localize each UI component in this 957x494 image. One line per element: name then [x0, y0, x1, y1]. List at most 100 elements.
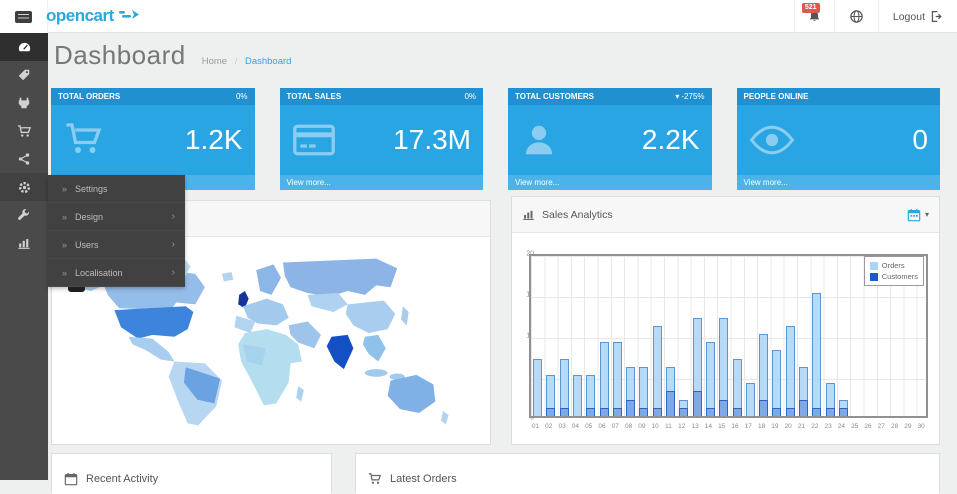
- date-range-button[interactable]: ▾: [907, 208, 929, 222]
- x-tick-label: 03: [558, 423, 566, 430]
- sidebar-item-tools[interactable]: [0, 201, 48, 229]
- tile-total-customers: TOTAL CUSTOMERS ▾ -275% 2.2K View more..…: [508, 88, 712, 190]
- customers-bar: [679, 407, 689, 416]
- submenu-item-users[interactable]: » Users ›: [48, 231, 185, 259]
- calendar-icon: [907, 208, 921, 221]
- caret-down-icon: ▾: [675, 92, 680, 101]
- latest-orders-header: Latest Orders: [356, 454, 939, 494]
- country-brazil: [183, 367, 221, 404]
- orders-bar: [759, 334, 769, 416]
- bar-chart-icon: [18, 239, 30, 249]
- x-tick-label: 17: [744, 423, 752, 430]
- customers-bar: [732, 407, 742, 416]
- x-tick-label: 12: [678, 423, 686, 430]
- notifications-button[interactable]: 521: [793, 0, 834, 33]
- page-heading: Dashboard Home / Dashboard: [54, 40, 291, 71]
- y-tick-label: 0: [530, 414, 534, 422]
- extensions-icon: [18, 97, 30, 109]
- logout-label: Logout: [892, 10, 925, 23]
- orders-bar: [838, 399, 848, 416]
- x-tick-label: 22: [811, 423, 819, 430]
- orders-bar: [572, 375, 582, 416]
- legend-orders: Orders: [869, 260, 918, 271]
- double-chevron-icon: »: [62, 183, 68, 194]
- cart-icon: [17, 124, 31, 137]
- customers-bar: [666, 391, 675, 416]
- view-more-link[interactable]: View more...: [508, 175, 712, 190]
- submenu-item-label: Users: [75, 239, 99, 250]
- customers-bar: [785, 407, 795, 416]
- x-tick-label: 07: [611, 423, 619, 430]
- submenu-item-label: Localisation: [75, 267, 123, 278]
- x-tick-label: 14: [704, 423, 712, 430]
- x-tick-label: 08: [624, 423, 633, 430]
- submenu-item-settings[interactable]: » Settings: [48, 175, 185, 203]
- customers-swatch: [869, 272, 878, 281]
- customers-bar: [546, 407, 556, 416]
- orders-bar: [533, 358, 542, 416]
- logout-button[interactable]: Logout: [877, 0, 957, 33]
- customers-bar: [692, 391, 702, 416]
- country-usa: [114, 306, 194, 339]
- panel-title: Recent Activity: [86, 473, 159, 485]
- tile-title: PEOPLE ONLINE: [743, 92, 809, 101]
- sidebar-item-system[interactable]: [0, 173, 48, 201]
- sidebar-item-marketing[interactable]: [0, 145, 48, 173]
- country-madagascar: [296, 386, 304, 402]
- customers-bar: [626, 399, 636, 416]
- sidebar-item-extensions[interactable]: [0, 89, 48, 117]
- logo-text: opencart: [46, 6, 114, 25]
- orders-bar: [705, 342, 715, 416]
- bar-chart-icon: [523, 210, 534, 220]
- orders-bar: [546, 375, 556, 416]
- tile-title: TOTAL CUSTOMERS: [515, 92, 594, 101]
- double-chevron-icon: »: [62, 211, 68, 222]
- breadcrumb: Home / Dashboard: [202, 56, 292, 67]
- customers-bar: [825, 407, 835, 416]
- orders-bar: [799, 366, 808, 416]
- tag-icon: [18, 69, 30, 81]
- view-more-link[interactable]: View more...: [736, 175, 940, 190]
- x-tick-label: 30: [917, 423, 925, 430]
- x-tick-label: 09: [638, 423, 646, 430]
- region-se-asia: [362, 334, 386, 362]
- breadcrumb-home-link[interactable]: Home: [201, 56, 228, 67]
- submenu-item-localisation[interactable]: » Localisation ›: [48, 259, 185, 287]
- customers-bar: [586, 407, 596, 416]
- customers-bar: [599, 407, 609, 416]
- chevron-right-icon: ›: [171, 267, 175, 278]
- x-tick-label: 05: [585, 423, 593, 430]
- view-more-link[interactable]: View more...: [279, 175, 483, 190]
- x-tick-label: 06: [598, 423, 606, 430]
- customers-bar: [559, 407, 569, 416]
- submenu-item-design[interactable]: » Design ›: [48, 203, 185, 231]
- x-tick-label: 10: [651, 423, 659, 430]
- x-tick-label: 27: [877, 423, 885, 430]
- menu-toggle-button[interactable]: [0, 0, 48, 33]
- x-tick-label: 29: [904, 423, 912, 430]
- chart-plot: [529, 254, 928, 418]
- orders-bar: [639, 366, 649, 416]
- region-europe: [242, 298, 289, 326]
- orders-swatch: [869, 261, 878, 270]
- submenu-item-label: Design: [75, 211, 104, 222]
- sidebar-item-dashboard[interactable]: [0, 33, 48, 61]
- breadcrumb-current-link[interactable]: Dashboard: [244, 56, 292, 67]
- submenu-item-label: Settings: [75, 183, 108, 194]
- region-iberia: [234, 315, 256, 333]
- customers-bar: [639, 407, 649, 416]
- system-submenu: » Settings » Design › » Users › » Localisation ›: [48, 175, 185, 287]
- stores-button[interactable]: [833, 0, 878, 33]
- x-tick-label: 21: [797, 423, 806, 430]
- latest-orders-panel: Latest Orders: [355, 453, 940, 494]
- country-australia: [387, 374, 436, 413]
- sidebar-item-sales[interactable]: [0, 117, 48, 145]
- sidebar-item-reports[interactable]: [0, 229, 48, 257]
- customers-bar: [759, 399, 769, 416]
- opencart-logo[interactable]: opencart: [46, 6, 140, 26]
- sales-analytics-panel: Sales Analytics ▾ 05 10 15 20 01 02 03 04 05 06 0…: [511, 196, 940, 445]
- region-middle-east: [288, 321, 322, 349]
- tile-value: 17.3M: [393, 124, 471, 155]
- sidebar-item-catalog[interactable]: [0, 61, 48, 89]
- tile-total-sales: TOTAL SALES 0% 17.3M View more...: [279, 88, 483, 190]
